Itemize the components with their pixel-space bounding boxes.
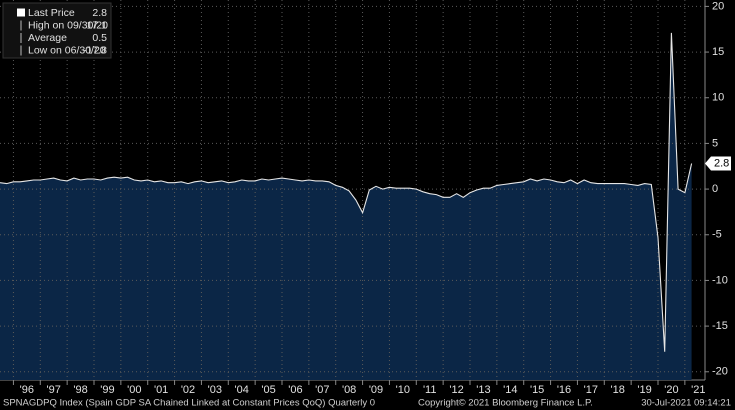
x-tick-label: '12 — [449, 384, 463, 396]
x-tick-label: '14 — [503, 384, 517, 396]
x-tick-label: '13 — [476, 384, 490, 396]
y-tick-label: -5 — [712, 229, 722, 241]
x-tick-label: '05 — [261, 384, 275, 396]
x-tick-label: '00 — [127, 384, 141, 396]
x-tick-label: '02 — [181, 384, 195, 396]
x-tick-label: '03 — [208, 384, 222, 396]
legend-label: Average — [28, 32, 67, 44]
legend-value: -17.8 — [83, 44, 107, 56]
y-tick-label: 5 — [712, 137, 718, 149]
x-tick-label: '16 — [557, 384, 571, 396]
legend-value: 0.5 — [92, 32, 107, 44]
area-fill — [0, 32, 692, 381]
y-tick-label: -20 — [712, 366, 728, 378]
x-tick-label: '98 — [73, 384, 87, 396]
y-tick-label: 15 — [712, 46, 724, 58]
footer-timestamp: 30-Jul-2021 09:14:21 — [641, 398, 731, 409]
line — [0, 32, 693, 352]
x-tick-label: '20 — [664, 384, 678, 396]
footer-copyright: Copyright© 2021 Bloomberg Finance L.P. — [418, 398, 593, 409]
x-tick-label: '99 — [100, 384, 114, 396]
x-tick-label: '15 — [530, 384, 544, 396]
x-tick-label: '01 — [154, 384, 168, 396]
y-tick-label: 20 — [712, 0, 724, 12]
x-tick-label: '97 — [47, 384, 61, 396]
y-tick-label: -10 — [712, 274, 728, 286]
last-price-label: 2.8 — [714, 157, 729, 169]
x-tick-label: '19 — [637, 384, 651, 396]
last-price-marker — [705, 156, 731, 171]
y-tick-label: 0 — [712, 183, 718, 195]
legend-label: Last Price — [28, 7, 75, 19]
legend-label: High on 09/30/20 — [28, 19, 108, 31]
x-tick-label: '10 — [396, 384, 410, 396]
legend-value: 17.1 — [87, 19, 108, 31]
x-tick-label: '17 — [584, 384, 598, 396]
y-tick-label: -15 — [712, 320, 728, 332]
x-tick-label: '96 — [20, 384, 34, 396]
legend-label: Low on 06/30/20 — [28, 44, 106, 56]
x-tick-label: '18 — [611, 384, 625, 396]
footer-index: SPNAGDPQ Index (Spain GDP SA Chained Lin… — [3, 398, 375, 409]
x-tick-label: '11 — [423, 384, 437, 396]
x-tick-label: '04 — [235, 384, 249, 396]
x-tick-label: '09 — [369, 384, 383, 396]
x-tick-label: '21 — [691, 384, 705, 396]
legend-value: 2.8 — [92, 7, 107, 19]
y-tick-label: 10 — [712, 92, 724, 104]
x-tick-label: '07 — [315, 384, 329, 396]
legend-swatch — [17, 8, 25, 17]
x-tick-label: '06 — [288, 384, 302, 396]
x-tick-label: '08 — [342, 384, 356, 396]
